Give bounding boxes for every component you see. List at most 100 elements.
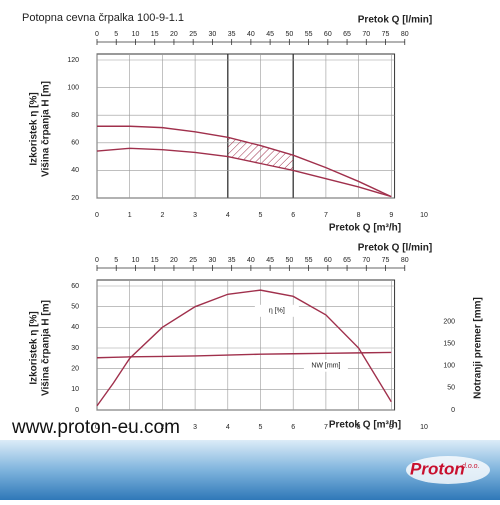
y-tick-label: 80 [71,112,79,119]
x-tick-label: 6 [291,424,295,431]
x2-tick-label: 55 [305,31,313,38]
label-bg [303,359,348,372]
x2-tick-label: 35 [228,31,236,38]
y2-tick-label: 0 [451,407,455,414]
x-tick-label: 6 [291,212,295,219]
y-tick-label: 40 [71,167,79,174]
x2-tick-label: 10 [132,31,140,38]
y-axis-label: Izkoristek η [%] [29,311,40,384]
y-tick-label: 60 [71,283,79,290]
x-tick-label: 10 [420,212,428,219]
y-tick-label: 100 [67,84,79,91]
x-tick-label: 8 [357,212,361,219]
x-tick-label: 2 [160,424,164,431]
x-tick-label: 4 [226,424,230,431]
x2-tick-label: 60 [324,257,332,264]
x2-tick-label: 35 [228,257,236,264]
series-label: η [%] [269,308,285,315]
x2-tick-label: 70 [362,257,370,264]
x2-tick-label: 30 [209,31,217,38]
x-axis-label: Pretok Q [m³/h] [329,420,401,431]
x2-tick-label: 15 [151,31,159,38]
x-tick-label: 7 [324,424,328,431]
y-tick-label: 10 [71,386,79,393]
x2-tick-label: 50 [285,257,293,264]
logo: Proton [410,459,465,478]
x-tick-label: 4 [226,212,230,219]
x2-tick-label: 45 [266,257,274,264]
x2-tick-label: 75 [382,31,390,38]
x-tick-label: 3 [193,424,197,431]
x-tick-label: 10 [420,424,428,431]
x2-tick-label: 25 [189,31,197,38]
x-tick-label: 5 [259,212,263,219]
x2-tick-label: 80 [401,257,409,264]
x2-tick-label: 60 [324,31,332,38]
website[interactable]: www.proton-eu.com [11,417,180,438]
x2-tick-label: 80 [401,31,409,38]
y2-tick-label: 150 [443,340,455,347]
y-tick-label: 50 [71,304,79,311]
plot-frame [96,279,396,411]
x2-tick-label: 45 [266,31,274,38]
y-tick-label: 120 [67,57,79,64]
y-tick-label: 20 [71,195,79,202]
y2-axis-label: Notranji premer [mm] [473,297,484,399]
series-line [96,147,392,198]
series-line [96,351,392,359]
x2-tick-label: 5 [114,31,118,38]
x-tick-label: 9 [389,212,393,219]
page-title: Potopna cevna črpalka 100-9-1.1 [22,12,184,24]
series-label: NW [mm] [311,363,340,370]
x-tick-label: 1 [128,212,132,219]
y-axis-label: Izkoristek η [%] [29,92,40,165]
x2-tick-label: 10 [132,257,140,264]
x2-tick-label: 75 [382,257,390,264]
x-tick-label: 3 [193,212,197,219]
x2-tick-label: 0 [95,31,99,38]
x2-tick-label: 20 [170,31,178,38]
y-tick-label: 60 [71,140,79,147]
x2-tick-label: 65 [343,257,351,264]
y-tick-label: 20 [71,366,79,373]
x-tick-label: 0 [95,212,99,219]
hatched-area [227,137,294,171]
x2-tick-label: 65 [343,31,351,38]
x2-tick-label: 40 [247,257,255,264]
x-tick-label: 5 [259,424,263,431]
series-line [96,289,392,407]
x2-tick-label: 20 [170,257,178,264]
x-tick-label: 2 [160,212,164,219]
x2-tick-label: 30 [209,257,217,264]
x2-tick-label: 5 [114,257,118,264]
y-axis-label: Višina črpanja H [m] [41,300,52,396]
x2-tick-label: 50 [285,31,293,38]
x2-axis-label: Pretok Q [l/min] [358,15,432,26]
x2-tick-label: 15 [151,257,159,264]
x-tick-label: 0 [95,424,99,431]
y2-tick-label: 50 [447,385,455,392]
x2-tick-label: 40 [247,31,255,38]
y-axis-label: Višina črpanja H [m] [41,81,52,177]
x2-tick-label: 70 [362,31,370,38]
x-tick-label: 7 [324,212,328,219]
x-axis-label: Pretok Q [m³/h] [329,223,401,234]
x-tick-label: 9 [389,424,393,431]
logo-bg [406,456,490,484]
series-line [97,125,392,198]
x-tick-label: 1 [128,424,132,431]
label-bg [254,304,299,317]
plot-frame [96,53,396,199]
x2-axis-label: Pretok Q [l/min] [358,243,432,254]
x-tick-label: 8 [357,424,361,431]
x2-tick-label: 0 [95,257,99,264]
y-tick-label: 30 [71,345,79,352]
y2-tick-label: 200 [443,318,455,325]
y-tick-label: 0 [75,407,79,414]
logo-suffix: d.o.o. [462,463,480,470]
y-tick-label: 40 [71,324,79,331]
x2-tick-label: 25 [189,257,197,264]
x2-tick-label: 55 [305,257,313,264]
y2-tick-label: 100 [443,363,455,370]
